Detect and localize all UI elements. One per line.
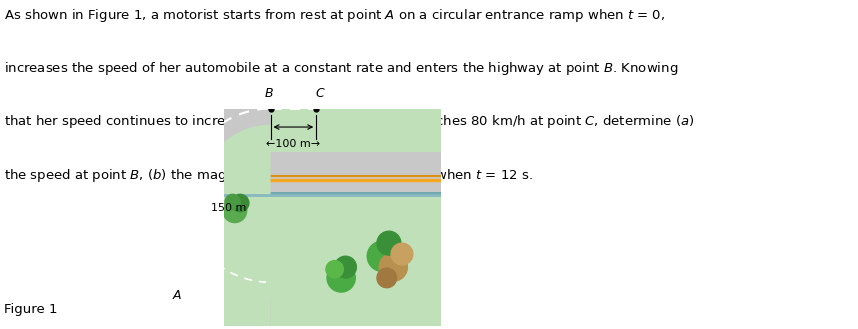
Text: $B$: $B$ bbox=[263, 87, 274, 100]
Text: Figure 1: Figure 1 bbox=[4, 303, 57, 316]
Circle shape bbox=[327, 264, 355, 292]
Polygon shape bbox=[167, 92, 270, 326]
Text: $A$: $A$ bbox=[172, 289, 183, 302]
Text: ←100 m→: ←100 m→ bbox=[266, 139, 320, 149]
Circle shape bbox=[232, 194, 249, 212]
Polygon shape bbox=[167, 195, 270, 326]
Circle shape bbox=[377, 231, 401, 255]
Circle shape bbox=[391, 243, 413, 265]
Text: 150 m: 150 m bbox=[211, 203, 246, 213]
Bar bbox=[224, 152, 441, 195]
Polygon shape bbox=[200, 195, 270, 326]
Text: that her speed continues to increase at the same rate until it reaches 80 km/h a: that her speed continues to increase at … bbox=[4, 114, 695, 130]
Text: increases the speed of her automobile at a constant rate and enters the highway : increases the speed of her automobile at… bbox=[4, 60, 679, 77]
Circle shape bbox=[335, 256, 356, 278]
Bar bbox=[224, 192, 441, 195]
Circle shape bbox=[379, 253, 408, 281]
Circle shape bbox=[225, 194, 240, 210]
Circle shape bbox=[377, 268, 396, 288]
Circle shape bbox=[367, 241, 397, 271]
Circle shape bbox=[326, 261, 343, 278]
Text: As shown in Figure 1, a motorist starts from rest at point $A$ on a circular ent: As shown in Figure 1, a motorist starts … bbox=[4, 7, 666, 24]
Text: $C$: $C$ bbox=[315, 87, 326, 100]
Polygon shape bbox=[200, 125, 270, 195]
Circle shape bbox=[223, 199, 247, 222]
Text: the speed at point $B$, ($b$) the magnitude of the total acceleration when $t$ =: the speed at point $B$, ($b$) the magnit… bbox=[4, 167, 533, 184]
